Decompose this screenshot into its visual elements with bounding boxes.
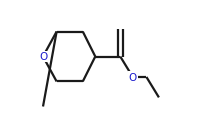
Text: O: O xyxy=(129,72,137,82)
Text: O: O xyxy=(39,52,47,62)
